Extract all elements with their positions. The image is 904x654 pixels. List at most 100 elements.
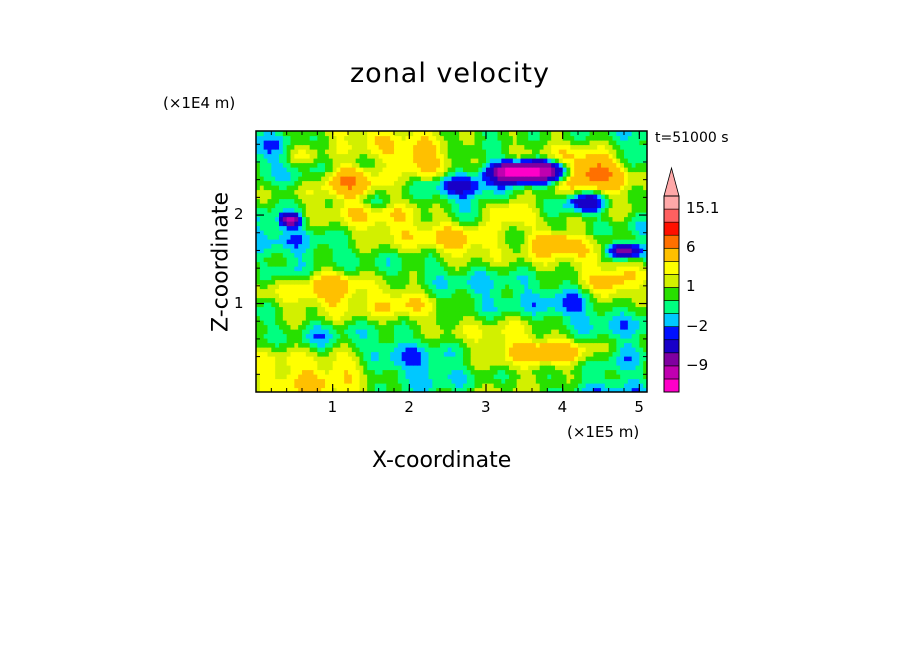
contour-cell [585, 297, 591, 303]
contour-cell [639, 329, 644, 335]
contour-cell [332, 374, 338, 380]
contour-cell [474, 383, 479, 389]
contour-cell [309, 176, 315, 182]
contour-cell [535, 270, 541, 276]
contour-cell [374, 216, 380, 222]
contour-cell [505, 234, 510, 240]
contour-cell [363, 311, 368, 317]
contour-cell [501, 284, 506, 290]
contour-cell [267, 270, 272, 276]
contour-cell [382, 234, 387, 240]
contour-cell [409, 221, 414, 227]
contour-cell [608, 360, 614, 366]
contour-cell [332, 360, 338, 366]
contour-cell [486, 239, 491, 245]
contour-cell [348, 216, 353, 222]
contour-cell [635, 257, 640, 263]
contour-cell [275, 212, 280, 218]
contour-cell [585, 387, 591, 392]
contour-cell [486, 189, 491, 195]
contour-cell [505, 216, 510, 222]
contour-cell [635, 365, 640, 371]
contour-cell [313, 176, 318, 182]
contour-cell [447, 293, 453, 299]
contour-cell [589, 383, 594, 389]
contour-cell [608, 248, 614, 254]
contour-cell [558, 356, 564, 362]
contour-cell [643, 284, 647, 290]
contour-cell [585, 288, 591, 294]
contour-cell [344, 338, 349, 344]
contour-cell [470, 293, 476, 299]
contour-cell [256, 315, 261, 321]
contour-cell [332, 302, 338, 308]
contour-cell [524, 207, 529, 213]
contour-cell [524, 365, 529, 371]
contour-cell [466, 248, 472, 254]
contour-cell [478, 387, 483, 392]
contour-cell [359, 360, 364, 366]
contour-cell [325, 378, 330, 384]
contour-cell [505, 369, 510, 375]
contour-cell [417, 365, 422, 371]
contour-cell [589, 198, 594, 204]
contour-cell [512, 212, 518, 218]
contour-cell [348, 185, 353, 191]
contour-cell [604, 329, 610, 335]
contour-cell [543, 275, 548, 281]
contour-cell [256, 239, 261, 245]
contour-cell [271, 270, 276, 276]
contour-cell [616, 338, 621, 344]
contour-cell [482, 356, 487, 362]
contour-cell [532, 248, 537, 254]
contour-cell [259, 378, 265, 384]
contour-cell [386, 207, 391, 213]
contour-cell [401, 248, 407, 254]
contour-cell [344, 360, 349, 366]
contour-cell [616, 261, 621, 267]
contour-cell [555, 288, 560, 294]
contour-cell [631, 333, 637, 339]
contour-cell [539, 338, 545, 344]
contour-cell [593, 230, 598, 236]
contour-cell [279, 369, 284, 375]
contour-cell [348, 329, 353, 335]
contour-cell [394, 365, 399, 371]
contour-cell [382, 378, 387, 384]
contour-cell [371, 261, 376, 267]
contour-cell [616, 306, 621, 312]
contour-cell [627, 225, 633, 231]
contour-cell [639, 378, 644, 384]
contour-cell [635, 383, 640, 389]
contour-cell [390, 356, 395, 362]
contour-cell [359, 333, 364, 339]
contour-cell [512, 329, 518, 335]
contour-cell [332, 297, 338, 303]
contour-cell [547, 234, 552, 240]
contour-cell [524, 324, 529, 330]
contour-cell [286, 257, 292, 263]
contour-cell [302, 374, 307, 380]
contour-cell [432, 329, 437, 335]
contour-cell [336, 194, 341, 200]
contour-cell [455, 302, 460, 308]
contour-cell [589, 360, 594, 366]
contour-cell [543, 383, 548, 389]
contour-cell [417, 216, 422, 222]
contour-cell [405, 257, 410, 263]
contour-cell [256, 369, 261, 375]
contour-cell [616, 369, 621, 375]
contour-cell [562, 306, 568, 312]
contour-cell [493, 203, 499, 209]
contour-cell [420, 261, 426, 267]
contour-cell [432, 306, 437, 312]
contour-cell [627, 333, 633, 339]
contour-cell [405, 342, 410, 348]
contour-cell [267, 387, 272, 392]
contour-cell [558, 189, 564, 195]
contour-cell [386, 225, 391, 231]
contour-cell [332, 275, 338, 281]
contour-cell [604, 230, 610, 236]
contour-cell [432, 176, 437, 182]
contour-cell [639, 243, 644, 249]
